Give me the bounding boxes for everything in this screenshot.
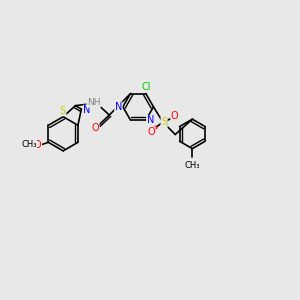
Text: N: N [83, 105, 91, 115]
Text: O: O [148, 127, 155, 137]
Text: N: N [115, 102, 122, 112]
Text: O: O [34, 140, 42, 150]
Text: CH₃: CH₃ [184, 161, 200, 170]
Text: NH: NH [87, 98, 101, 107]
Text: CH₃: CH₃ [21, 140, 37, 149]
Text: S: S [60, 106, 66, 116]
Text: N: N [147, 116, 154, 125]
Text: O: O [92, 123, 99, 133]
Text: O: O [171, 111, 178, 121]
Text: S: S [161, 117, 167, 128]
Text: Cl: Cl [141, 82, 151, 92]
